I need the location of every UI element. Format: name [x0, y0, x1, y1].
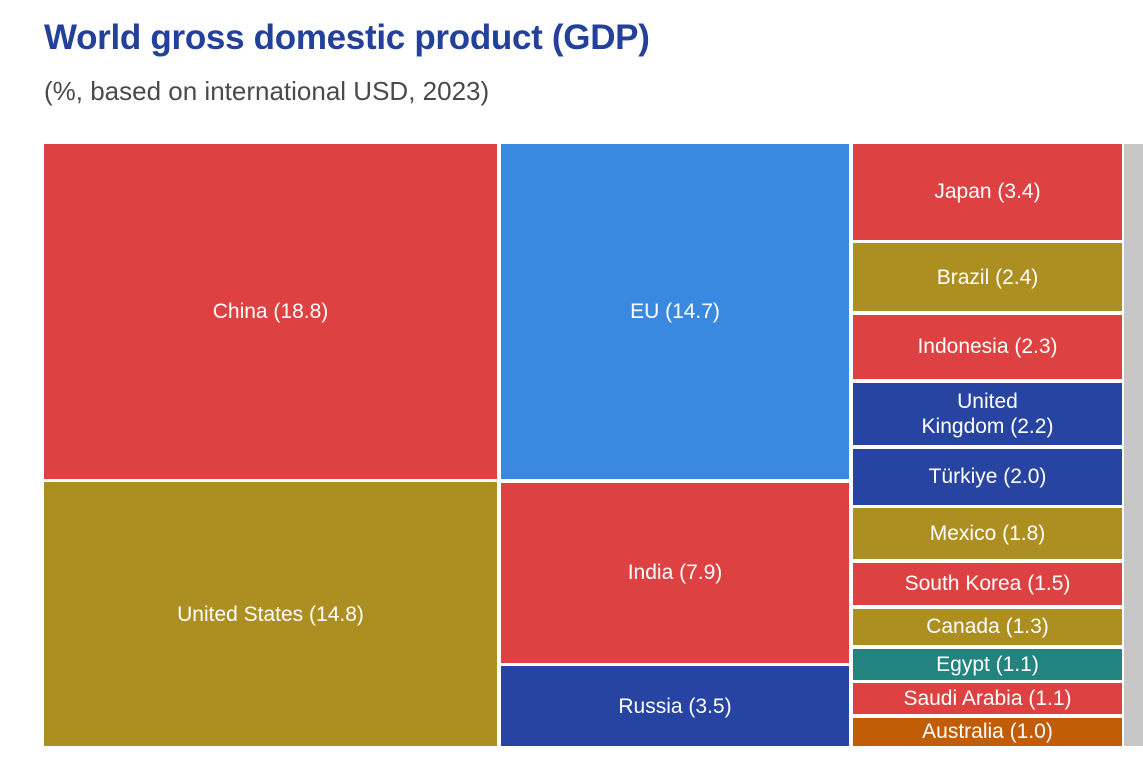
- cell-label: Brazil (2.4): [936, 265, 1039, 289]
- treemap-cell-india: India (7.9): [501, 482, 849, 663]
- cell-label: Mexico (1.8): [929, 522, 1046, 546]
- cell-label: Australia (1.0): [922, 720, 1053, 744]
- treemap-cell-south-korea: South Korea (1.5): [853, 562, 1122, 606]
- cell-label: Japan (3.4): [934, 180, 1041, 204]
- cell-label: India (7.9): [627, 561, 723, 585]
- cell-label: Türkiye (2.0): [928, 465, 1047, 489]
- cell-label: United States (14.8): [177, 602, 364, 626]
- treemap-cell-egypt: Egypt (1.1): [853, 648, 1122, 680]
- cell-label: Canada (1.3): [926, 615, 1049, 639]
- treemap-cell-t-rkiye: Türkiye (2.0): [853, 448, 1122, 505]
- treemap-cell-japan: Japan (3.4): [853, 144, 1122, 240]
- treemap-cell-united-states: United States (14.8): [44, 482, 497, 746]
- treemap-cell-mexico: Mexico (1.8): [853, 508, 1122, 560]
- cell-label: Saudi Arabia (1.1): [903, 687, 1072, 711]
- treemap-cell-australia: Australia (1.0): [853, 717, 1122, 746]
- treemap-cell-saudi-arabia: Saudi Arabia (1.1): [853, 683, 1122, 715]
- cell-label: South Korea (1.5): [904, 572, 1071, 596]
- cell-label: China (18.8): [212, 299, 329, 323]
- treemap-cell-canada: Canada (1.3): [853, 608, 1122, 646]
- treemap-cell-united-kingdom: United Kingdom (2.2): [853, 382, 1122, 446]
- treemap-cell-russia: Russia (3.5): [501, 666, 849, 746]
- cell-label: Indonesia (2.3): [917, 335, 1058, 359]
- treemap-cell-brazil: Brazil (2.4): [853, 243, 1122, 312]
- chart-subtitle: (%, based on international USD, 2023): [44, 76, 490, 106]
- cell-label: United Kingdom (2.2): [921, 389, 1054, 438]
- cell-label: EU (14.7): [630, 299, 720, 323]
- scroll-edge-bar: [1124, 144, 1143, 746]
- cell-label: Egypt (1.1): [936, 652, 1039, 676]
- chart-title: World gross domestic product (GDP): [44, 18, 650, 57]
- treemap-cell-eu: EU (14.7): [501, 144, 849, 480]
- cell-label: Russia (3.5): [618, 694, 732, 718]
- treemap-cell-indonesia: Indonesia (2.3): [853, 314, 1122, 380]
- treemap-cell-china: China (18.8): [44, 144, 497, 479]
